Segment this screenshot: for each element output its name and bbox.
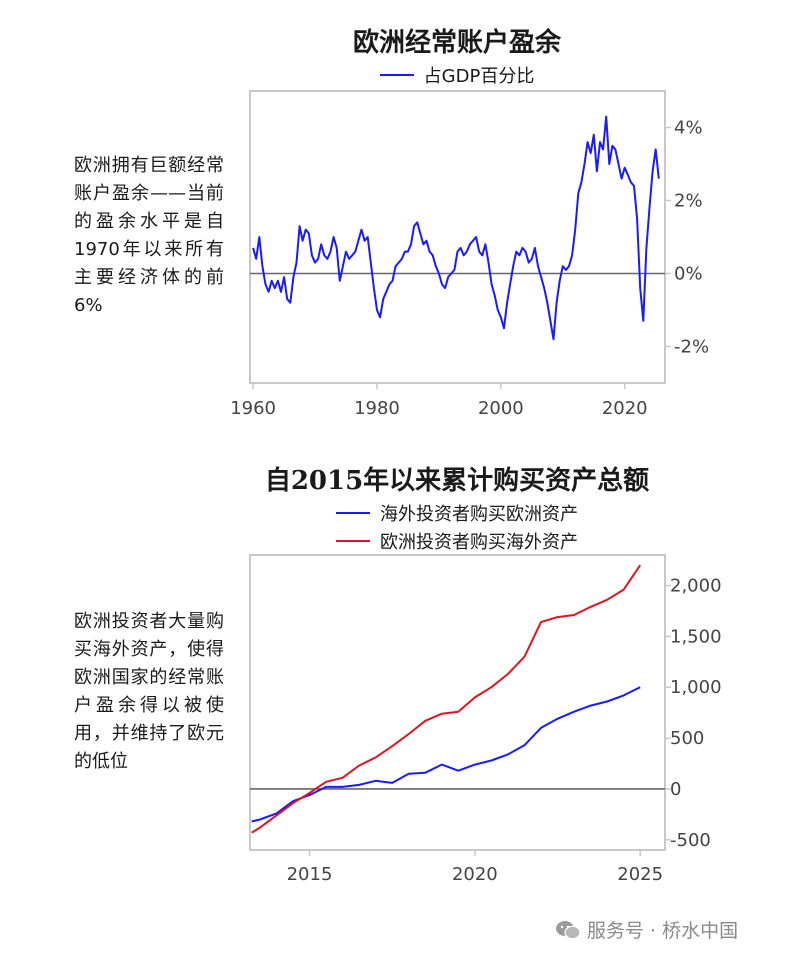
legend-current-account: 占GDP百分比 <box>250 62 664 88</box>
x-tick-label-current-account: 1960 <box>230 398 276 419</box>
legend-swatch-blue <box>336 512 370 514</box>
y-tick-label-purchases: 1,000 <box>670 677 722 698</box>
side-note-current-account: 欧洲拥有巨额经常账户盈余——当前的盈余水平是自1970年以来所有主要经济体的前6… <box>74 155 224 316</box>
y-tick-label-current-account: 0% <box>674 264 703 285</box>
legend-label-foreign-buying: 海外投资者购买欧洲资产 <box>380 504 578 525</box>
series-line-purchases-0 <box>251 686 641 823</box>
y-tick-label-purchases: -500 <box>670 830 711 851</box>
legend-label-pct-gdp: 占GDP百分比 <box>423 66 535 87</box>
series-line-current-account-0 <box>252 115 660 341</box>
x-tick-label-current-account: 2000 <box>478 398 524 419</box>
y-tick-label-purchases: 2,000 <box>670 576 722 597</box>
chart-title-cumulative-purchases: 自2015年以来累计购买资产总额 <box>264 466 650 496</box>
x-tick-label-current-account: 2020 <box>602 398 648 419</box>
chart-title-current-account: 欧洲经常账户盈余 <box>352 28 561 58</box>
legend-item-foreign-buying: 海外投资者购买欧洲资产 <box>250 500 664 526</box>
legend-swatch-blue <box>379 74 414 76</box>
y-tick-label-current-account: -2% <box>674 337 709 358</box>
y-tick-label-purchases: 1,500 <box>670 626 722 647</box>
y-tick-label-purchases: 500 <box>670 728 704 749</box>
watermark: 服务号 · 桥水中国 <box>555 916 738 943</box>
legend-item-european-buying: 欧洲投资者购买海外资产 <box>250 528 664 554</box>
x-tick-label-current-account: 1980 <box>354 398 400 419</box>
y-tick-label-current-account: 4% <box>674 118 703 139</box>
watermark-text: 服务号 · 桥水中国 <box>587 920 739 942</box>
series-line-purchases-1 <box>251 564 642 834</box>
y-tick-label-purchases: 0 <box>670 779 681 800</box>
side-note-purchases: 欧洲投资者大量购买海外资产，使得欧洲国家的经常账户盈余得以被使用，并维持了欧元的… <box>74 611 224 772</box>
x-tick-label-purchases: 2020 <box>452 864 498 885</box>
wechat-icon <box>556 920 581 939</box>
x-tick-label-purchases: 2025 <box>617 864 663 885</box>
plot-frame-current-account <box>249 90 666 384</box>
plot-frame-purchases <box>249 554 666 851</box>
legend-swatch-red <box>336 540 370 542</box>
x-tick-label-purchases: 2015 <box>287 864 333 885</box>
legend-label-european-buying: 欧洲投资者购买海外资产 <box>380 532 578 553</box>
y-tick-label-current-account: 2% <box>674 191 703 212</box>
